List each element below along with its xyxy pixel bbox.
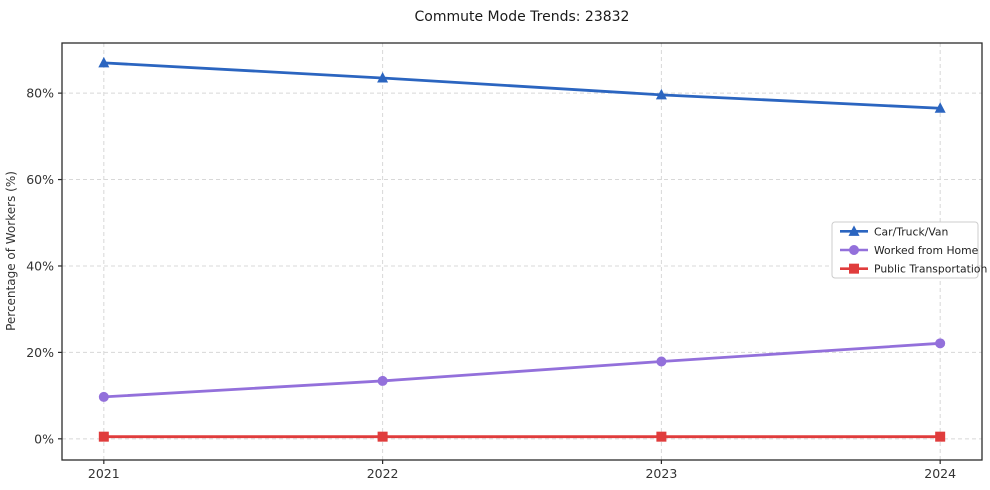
chart-title: Commute Mode Trends: 23832 xyxy=(415,9,630,25)
y-tick-label: 60% xyxy=(26,172,54,187)
y-tick-label: 20% xyxy=(26,345,54,360)
series-square xyxy=(98,431,946,442)
legend-label: Public Transportation xyxy=(874,263,987,276)
series-marker-triangle xyxy=(934,102,946,113)
legend-label: Worked from Home xyxy=(874,244,979,257)
series-marker-square xyxy=(849,263,859,274)
legend-label: Car/Truck/Van xyxy=(874,225,948,238)
plot-frame xyxy=(61,42,983,461)
y-tick-label: 80% xyxy=(26,86,54,101)
y-tick-label: 0% xyxy=(34,431,54,446)
y-axis-label: Percentage of Workers (%) xyxy=(4,171,18,331)
legend-box xyxy=(831,221,979,279)
series-marker-circle xyxy=(377,375,388,386)
series-marker-circle xyxy=(98,391,109,402)
x-tick-label: 2022 xyxy=(367,466,399,481)
series-marker-square xyxy=(377,431,388,442)
series-marker-triangle xyxy=(377,72,389,83)
series-line xyxy=(102,61,942,110)
series-marker-circle xyxy=(656,356,667,367)
gridlines xyxy=(62,43,982,460)
series-marker-triangle xyxy=(98,56,110,68)
series-marker-circle xyxy=(849,245,859,255)
series-circle xyxy=(98,338,946,402)
y-tick-label: 40% xyxy=(26,258,54,273)
series-marker-triangle xyxy=(848,225,860,236)
series-marker-square xyxy=(98,431,109,442)
x-tick-label: 2021 xyxy=(88,466,120,481)
legend-item: Car/Truck/Van xyxy=(840,225,948,238)
legend: Car/Truck/Van Worked from Home Public Tran… xyxy=(831,221,987,279)
x-tick-label: 2024 xyxy=(924,466,956,481)
series-triangle xyxy=(98,56,946,113)
legend-item: Worked from Home xyxy=(840,244,979,257)
series-marker-triangle xyxy=(655,88,667,100)
axis-ticks: 0% 20% 40% 60% 80% 2021 2022 2023 2024 xyxy=(26,86,956,481)
series-marker-circle xyxy=(935,338,946,349)
series-marker-square xyxy=(935,431,946,442)
legend-item: Public Transportation xyxy=(840,263,987,276)
series-line xyxy=(102,341,942,399)
series-marker-square xyxy=(656,431,667,442)
x-tick-label: 2023 xyxy=(645,466,677,481)
